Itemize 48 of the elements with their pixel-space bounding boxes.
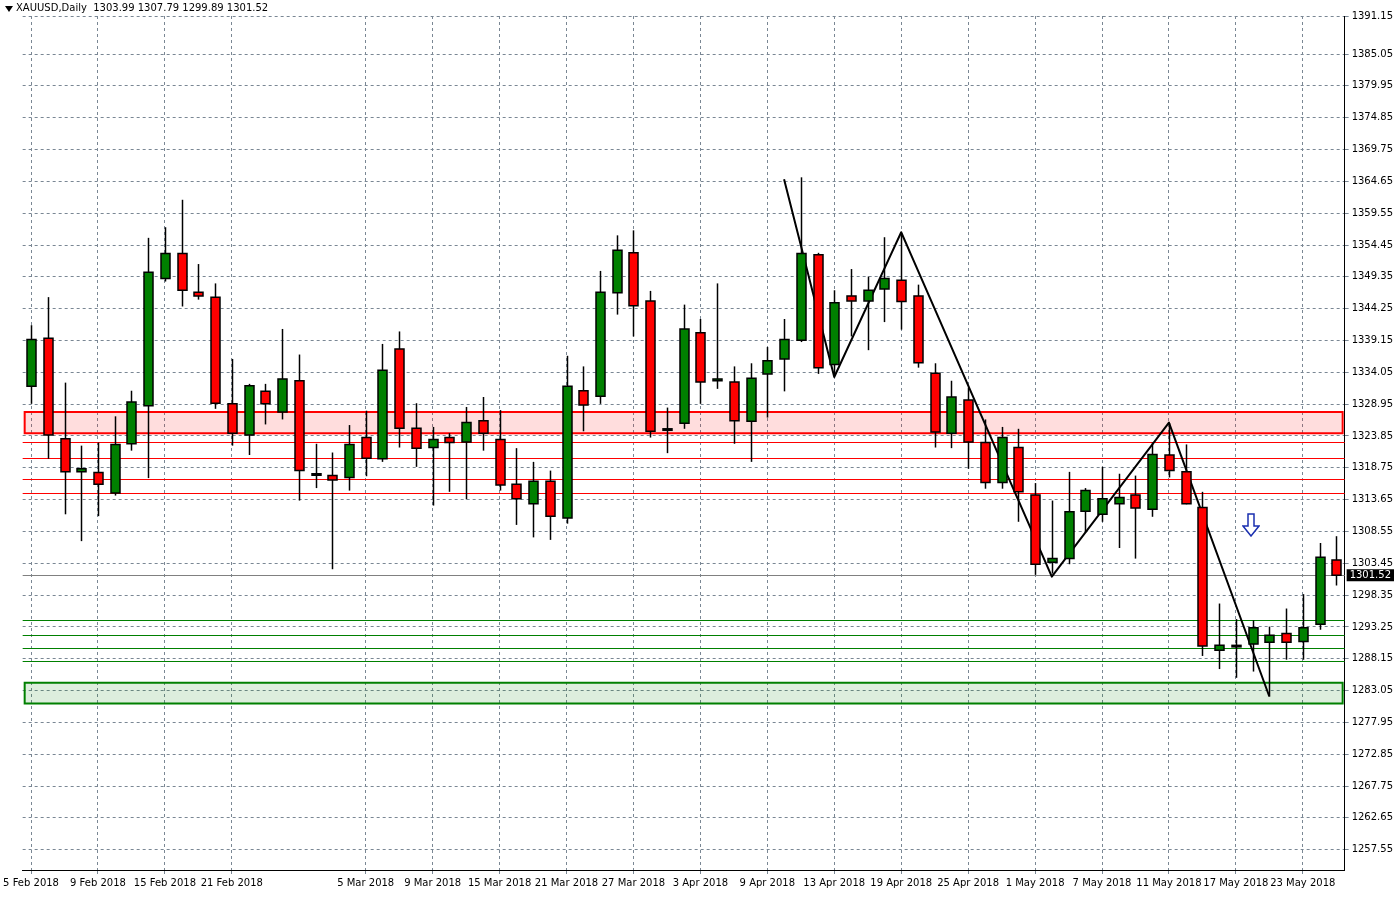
y-tick-label: 1288.15 — [1351, 652, 1394, 664]
y-tick-label: 1272.85 — [1351, 747, 1394, 759]
y-tick-label: 1385.05 — [1351, 47, 1394, 59]
y-tick-label: 1349.35 — [1351, 270, 1394, 282]
x-tick-label: 27 Mar 2018 — [601, 876, 666, 888]
y-tick-label: 1374.85 — [1351, 111, 1394, 123]
y-tick-label: 1391.15 — [1351, 9, 1394, 21]
y-tick-label: 1323.85 — [1351, 429, 1394, 441]
y-tick-label: 1318.75 — [1351, 461, 1394, 473]
x-tick-label: 21 Mar 2018 — [534, 876, 599, 888]
x-tick-label: 9 Feb 2018 — [70, 876, 126, 888]
x-tick-label: 13 Apr 2018 — [803, 876, 866, 888]
x-tick-label: 9 Apr 2018 — [739, 876, 796, 888]
ref-line-label: 1301.52 — [1349, 568, 1392, 580]
y-tick-label: 1298.35 — [1351, 588, 1394, 600]
x-tick-label: 5 Mar 2018 — [337, 876, 395, 888]
y-tick-label: 1339.15 — [1351, 334, 1394, 346]
y-tick-label: 1369.75 — [1351, 143, 1394, 155]
x-tick-label: 3 Apr 2018 — [672, 876, 729, 888]
y-tick-label: 1303.45 — [1351, 556, 1394, 568]
y-tick-label: 1257.55 — [1351, 843, 1394, 855]
y-tick-label: 1313.65 — [1351, 493, 1394, 505]
x-tick-label: 15 Feb 2018 — [133, 876, 197, 888]
y-tick-label: 1277.95 — [1351, 716, 1394, 728]
y-tick-label: 1267.75 — [1351, 779, 1394, 791]
x-tick-label: 25 Apr 2018 — [937, 876, 1000, 888]
y-tick-label: 1334.05 — [1351, 365, 1394, 377]
y-tick-label: 1364.65 — [1351, 174, 1394, 186]
x-tick-label: 9 Mar 2018 — [404, 876, 462, 888]
x-tick-label: 23 May 2018 — [1270, 876, 1336, 888]
x-tick-label: 21 Feb 2018 — [200, 876, 263, 888]
x-tick-label: 11 May 2018 — [1136, 876, 1202, 888]
y-tick-label: 1354.45 — [1351, 238, 1394, 250]
y-tick-label: 1379.95 — [1351, 79, 1394, 91]
y-tick-label: 1344.25 — [1351, 302, 1394, 314]
y-tick-label: 1328.95 — [1351, 397, 1394, 409]
x-tick-label: 15 Mar 2018 — [467, 876, 532, 888]
x-tick-label: 19 Apr 2018 — [870, 876, 933, 888]
x-tick-label: 17 May 2018 — [1203, 876, 1269, 888]
x-tick-label: 1 May 2018 — [1005, 876, 1065, 888]
x-tick-label: 7 May 2018 — [1072, 876, 1132, 888]
chart-title: XAUUSD,Daily 1303.99 1307.79 1299.89 1301.52 — [16, 1, 269, 13]
y-tick-label: 1262.65 — [1351, 811, 1394, 823]
y-tick-label: 1359.55 — [1351, 206, 1394, 218]
y-tick-label: 1283.05 — [1351, 684, 1394, 696]
x-tick-label: 5 Feb 2018 — [3, 876, 59, 888]
y-tick-label: 1293.25 — [1351, 620, 1394, 632]
y-tick-label: 1308.55 — [1351, 525, 1394, 537]
